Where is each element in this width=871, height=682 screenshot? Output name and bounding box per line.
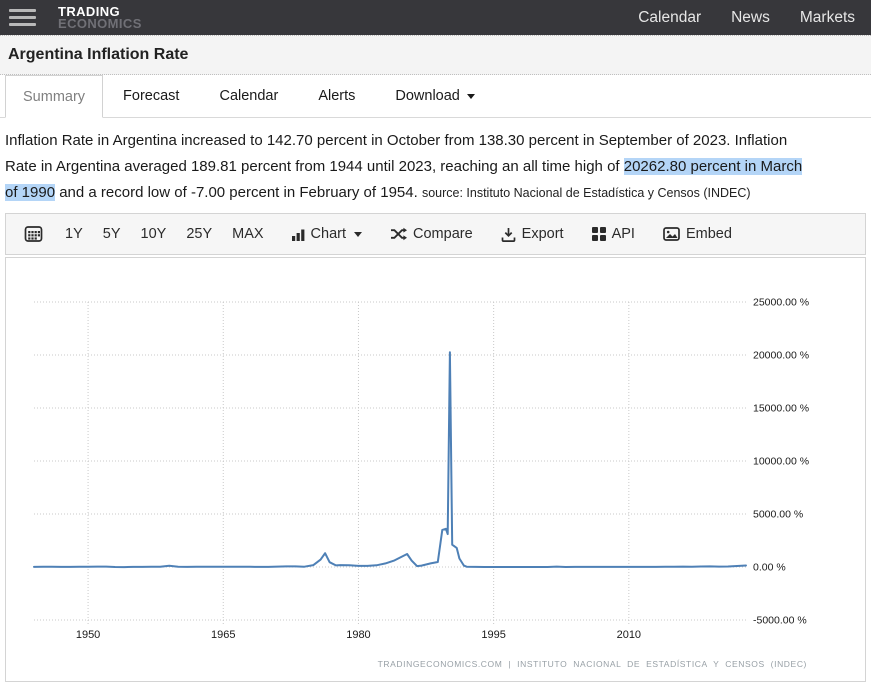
y-axis-label: 25000.00 % — [753, 297, 809, 309]
date-range-calendar-button[interactable] — [20, 225, 55, 243]
y-axis-label: 0.00 % — [753, 562, 786, 574]
range-max-button[interactable]: MAX — [232, 226, 264, 242]
inflation-chart-panel: 25000.00 % 20000.00 % 15000.00 % 10000.00 %… — [5, 257, 866, 682]
highlighted-text: of 1990 — [5, 184, 56, 201]
chevron-down-icon — [466, 93, 475, 99]
brand-line2: ECONOMICS — [58, 15, 142, 31]
brand-logo[interactable]: TRADING ECONOMICS — [58, 3, 142, 31]
embed-button[interactable]: Embed — [653, 226, 742, 242]
range-10y-button[interactable]: 10Y — [140, 226, 167, 242]
chart-type-dropdown[interactable]: Chart — [282, 226, 372, 242]
export-button[interactable]: Export — [491, 226, 574, 242]
x-axis-label: 1965 — [211, 629, 235, 641]
nav-markets-link[interactable]: Markets — [799, 8, 855, 26]
highlighted-text: 20262.80 percent in March — [623, 158, 803, 175]
tab-download[interactable]: Download — [375, 75, 495, 117]
chart-toolbar: 1Y 5Y 10Y 25Y MAX Chart Compare — [5, 213, 866, 255]
calendar-icon — [24, 225, 43, 243]
range-25y-button[interactable]: 25Y — [186, 226, 213, 242]
y-axis-label: -5000.00 % — [753, 615, 807, 627]
chart-attribution: TRADINGECONOMICS.COM | INSTITUTO NACIONA… — [377, 659, 807, 669]
hamburger-menu-icon[interactable] — [9, 5, 36, 31]
source-attribution: source: Instituto Nacional de Estadístic… — [421, 186, 751, 200]
api-button[interactable]: API — [582, 226, 645, 242]
range-1y-button[interactable]: 1Y — [65, 226, 83, 242]
x-axis-label: 1980 — [346, 629, 370, 641]
image-icon — [663, 227, 680, 241]
range-5y-button[interactable]: 5Y — [102, 226, 121, 242]
tab-summary[interactable]: Summary — [5, 75, 104, 118]
inflation-rate-line — [33, 351, 747, 569]
chevron-down-icon — [354, 231, 363, 237]
summary-line-2: Rate in Argentina averaged 189.81 percen… — [5, 158, 803, 175]
brand-line1: TRADING — [58, 3, 121, 19]
top-nav: TRADING ECONOMICS Calendar News Markets — [0, 0, 871, 35]
y-axis-label: 10000.00 % — [753, 456, 809, 468]
top-nav-links: Calendar News Markets — [638, 9, 855, 27]
y-axis-label: 20000.00 % — [753, 350, 809, 362]
y-axis-label: 5000.00 % — [753, 509, 803, 521]
compare-shuffle-icon — [390, 227, 408, 241]
summary-paragraph: Inflation Rate in Argentina increased to… — [5, 128, 866, 206]
grid-squares-icon — [591, 227, 606, 241]
inflation-line-chart[interactable]: 25000.00 % 20000.00 % 15000.00 % 10000.00 %… — [6, 258, 865, 681]
page-title: Argentina Inflation Rate — [8, 46, 189, 63]
x-axis-label: 1995 — [481, 629, 505, 641]
bar-chart-icon — [291, 228, 305, 241]
compare-button[interactable]: Compare — [380, 226, 483, 242]
nav-calendar-link[interactable]: Calendar — [638, 8, 702, 26]
x-axis-label: 1950 — [76, 629, 100, 641]
summary-line-1: Inflation Rate in Argentina increased to… — [5, 132, 788, 149]
tab-calendar[interactable]: Calendar — [219, 88, 279, 104]
download-icon — [501, 227, 516, 242]
tab-alerts[interactable]: Alerts — [318, 88, 356, 104]
title-band: Argentina Inflation Rate — [0, 35, 871, 75]
summary-line-3: of 1990 and a record low of -7.00 percen… — [5, 184, 751, 201]
x-axis-label: 2010 — [617, 629, 641, 641]
tab-forecast[interactable]: Forecast — [123, 88, 180, 104]
nav-news-link[interactable]: News — [731, 8, 770, 26]
y-axis-label: 15000.00 % — [753, 403, 809, 415]
tab-bar: Summary Forecast Calendar Alerts Downloa… — [0, 75, 871, 118]
